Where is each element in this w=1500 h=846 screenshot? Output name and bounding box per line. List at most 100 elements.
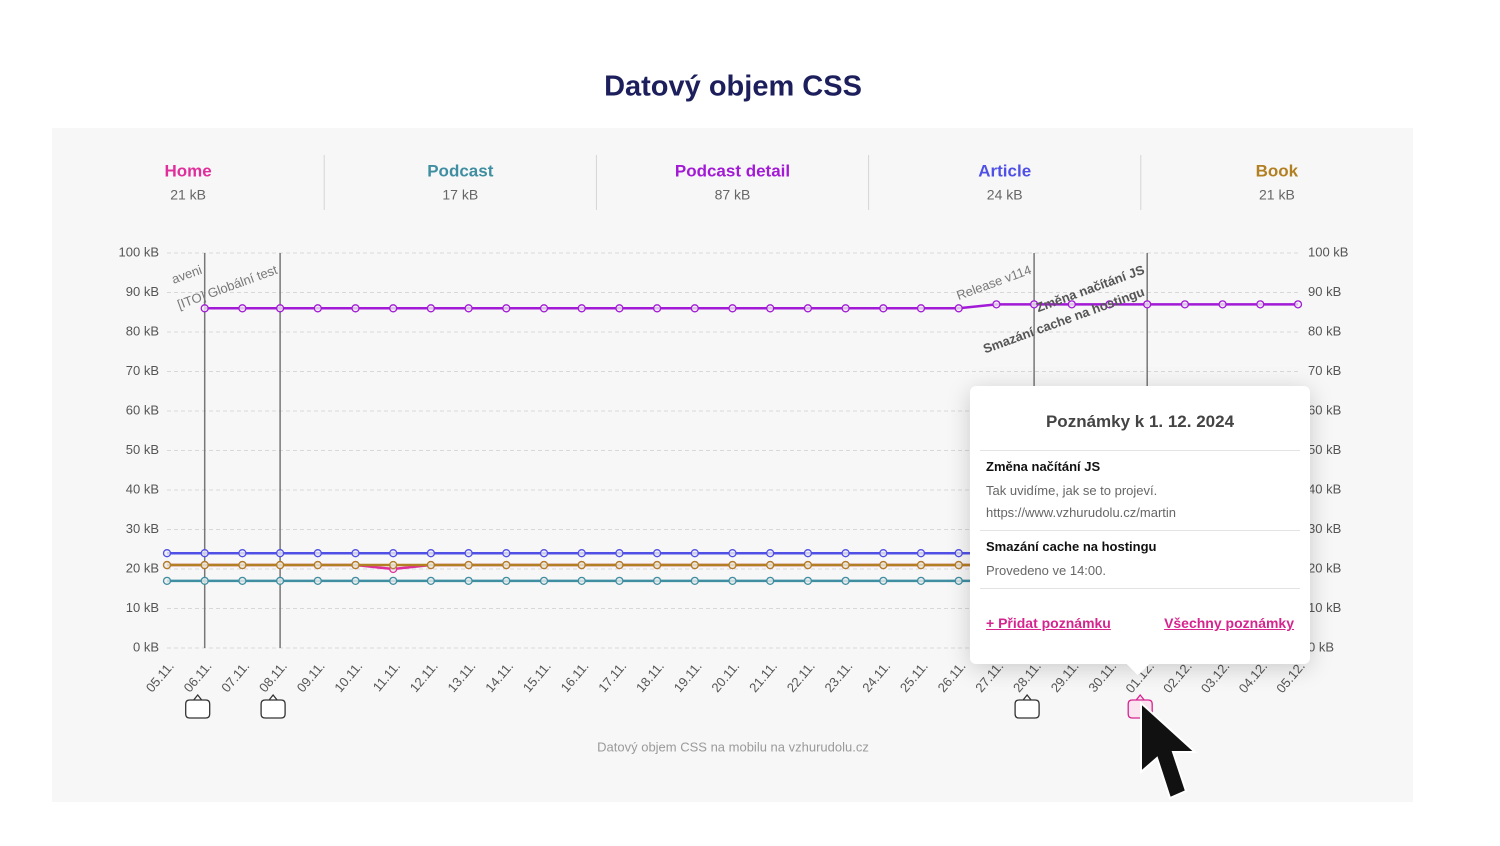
tooltip-actions: + Přidat poznámku Všechny poznámky [980,588,1300,631]
data-point [464,576,473,585]
data-point [275,304,285,313]
data-point [351,304,360,313]
y2-tick-label: 30 kB [1308,521,1341,536]
data-point [1180,300,1190,309]
data-point [728,549,737,558]
series-name: Article [978,161,1031,180]
data-point [803,560,813,570]
data-point [464,560,473,570]
y-tick-label: 100 kB [119,244,159,259]
data-point [841,304,850,313]
series-summary: 21 kB [1259,187,1295,203]
data-point [464,304,473,313]
data-point [690,549,699,558]
series-name: Home [164,161,211,180]
y2-tick-label: 60 kB [1308,402,1341,417]
data-point [879,576,888,585]
note-line: https://www.vzhurudolu.cz/martin [986,505,1177,520]
data-point [238,304,247,313]
note-icon [1014,693,1040,719]
data-point [954,549,963,558]
y-tick-label: 80 kB [126,323,159,338]
data-point [577,560,586,570]
data-point [766,576,775,585]
series-summary: 17 kB [442,187,478,203]
y2-tick-label: 100 kB [1308,244,1348,259]
y-tick-label: 20 kB [126,560,159,575]
data-point [803,304,813,313]
data-point [275,549,285,558]
data-point [389,560,398,570]
data-point [162,549,172,558]
chart-title: Datový objem CSS [604,71,862,103]
y-tick-label: 70 kB [126,363,159,378]
data-point [879,549,888,558]
data-point [502,576,511,585]
data-point [841,560,850,570]
data-point [162,576,172,585]
data-point [916,576,926,585]
y-tick-label: 0 kB [133,639,159,654]
note: Změna načítání JS Tak uvidíme, jak se to … [980,450,1300,530]
series-name: Podcast detail [675,161,790,180]
data-point [238,560,247,570]
data-point [351,549,360,558]
data-point [238,576,247,585]
data-point [539,560,549,570]
y-tick-label: 10 kB [126,600,159,615]
data-point [539,549,549,558]
note-title: Smazání cache na hostingu [986,539,1157,554]
data-point [615,549,624,558]
data-point [539,304,549,313]
y2-tick-label: 20 kB [1308,560,1341,575]
data-point [954,576,963,585]
data-point [954,560,963,570]
data-point [389,549,398,558]
data-point [1143,300,1152,309]
data-point [502,304,511,313]
note-title: Změna načítání JS [986,459,1101,474]
data-point [502,549,511,558]
y2-tick-label: 50 kB [1308,442,1341,457]
data-point [690,576,699,585]
data-point [615,560,624,570]
data-point [200,576,209,585]
data-point [313,549,322,558]
y-tick-label: 40 kB [126,481,159,496]
notes: Změna načítání JS Tak uvidíme, jak se to … [980,450,1300,588]
data-point [916,560,926,570]
data-point [426,549,436,558]
series-line [204,303,1298,310]
data-point [803,549,813,558]
series-summary: 21 kB [170,187,206,203]
data-point [992,300,1001,309]
data-point [577,576,586,585]
data-point [464,549,473,558]
series-summary: 87 kB [715,187,751,203]
y2-tick-label: 40 kB [1308,481,1341,496]
data-point [162,560,172,570]
data-point [879,560,888,570]
y-tick-label: 90 kB [126,284,159,299]
data-point [766,560,775,570]
y2-tick-label: 10 kB [1308,600,1341,615]
data-point [841,549,850,558]
data-point [728,576,737,585]
y-tick-label: 30 kB [126,521,159,536]
data-point [426,304,436,313]
data-point [916,304,926,313]
data-point [200,560,209,570]
all-notes-link[interactable]: Všechny poznámky [1164,615,1294,631]
y2-tick-label: 0 kB [1308,639,1334,654]
data-point [652,549,662,558]
y-tick-label: 50 kB [126,442,159,457]
data-point [275,576,285,585]
y2-tick-label: 80 kB [1308,323,1341,338]
data-point [313,576,322,585]
note-line: Provedeno ve 14:00. [986,563,1106,578]
data-point [313,560,322,570]
add-note-link[interactable]: + Přidat poznámku [986,615,1111,631]
series-name: Book [1256,161,1299,180]
data-point [238,549,247,558]
